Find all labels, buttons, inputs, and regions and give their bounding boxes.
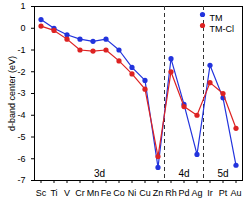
svg-text:Sc: Sc [36, 188, 47, 198]
svg-text:TM-Cl: TM-Cl [210, 24, 235, 34]
svg-text:Cu: Cu [139, 188, 151, 198]
svg-text:Ir: Ir [207, 188, 213, 198]
svg-text:-2: -2 [17, 67, 25, 77]
svg-text:Ti: Ti [50, 188, 57, 198]
svg-text:Ag: Ag [191, 188, 202, 198]
svg-text:-4: -4 [17, 110, 25, 120]
svg-text:d-band center (eV): d-band center (eV) [7, 56, 17, 131]
svg-text:Rh: Rh [165, 188, 177, 198]
svg-text:-5: -5 [17, 132, 25, 142]
svg-text:-6: -6 [17, 154, 25, 164]
svg-text:3d: 3d [94, 168, 105, 179]
svg-text:-1: -1 [17, 45, 25, 55]
svg-text:0: 0 [20, 23, 25, 33]
svg-text:5d: 5d [217, 168, 228, 179]
svg-text:Mn: Mn [87, 188, 100, 198]
svg-text:Co: Co [113, 188, 125, 198]
svg-text:TM: TM [210, 13, 223, 23]
svg-text:-3: -3 [17, 88, 25, 98]
svg-text:V: V [64, 188, 70, 198]
svg-text:Ni: Ni [128, 188, 137, 198]
svg-text:Zn: Zn [153, 188, 164, 198]
svg-text:Fe: Fe [101, 188, 112, 198]
svg-text:1: 1 [20, 1, 25, 11]
svg-text:Pt: Pt [219, 188, 228, 198]
svg-text:-7: -7 [17, 175, 25, 185]
svg-text:Cr: Cr [75, 188, 85, 198]
svg-text:Pd: Pd [178, 188, 189, 198]
svg-text:Au: Au [230, 188, 241, 198]
svg-text:4d: 4d [178, 168, 189, 179]
